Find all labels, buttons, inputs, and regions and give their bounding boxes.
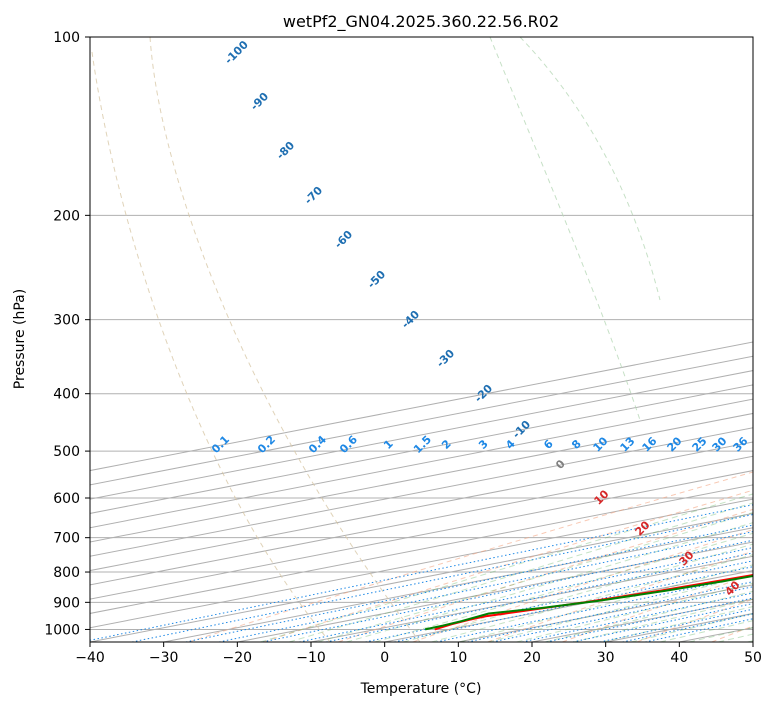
mixing-ratio-line bbox=[599, 608, 753, 642]
x-axis-label: Temperature (°C) bbox=[360, 681, 482, 697]
moist-adiabat bbox=[573, 598, 753, 642]
y-tick-label: 700 bbox=[53, 531, 80, 547]
dry-adiabat bbox=[263, 489, 753, 642]
mixing-ratio-line bbox=[492, 586, 753, 642]
isotherm-line bbox=[90, 412, 753, 543]
background-arc bbox=[519, 37, 661, 301]
y-tick-label: 400 bbox=[53, 387, 80, 403]
x-tick-label: 40 bbox=[670, 650, 688, 666]
x-tick-label: 50 bbox=[744, 650, 762, 666]
x-tick-label: −10 bbox=[296, 650, 326, 666]
y-tick-label: 900 bbox=[53, 595, 80, 611]
x-tick-label: 0 bbox=[380, 650, 389, 666]
y-tick-label: 200 bbox=[53, 208, 80, 224]
x-axis-ticks: −40 −30 −20 −10 0 10 20 30 40 50 bbox=[75, 642, 762, 666]
x-tick-label: 20 bbox=[523, 650, 541, 666]
plot-frame bbox=[89, 36, 754, 643]
background-arcs bbox=[91, 37, 661, 642]
mixing-ratio-line bbox=[131, 514, 753, 642]
x-tick-label: −40 bbox=[75, 650, 105, 666]
y-tick-label: 500 bbox=[53, 444, 80, 460]
moist-adiabat bbox=[317, 511, 753, 642]
y-axis-label: Pressure (hPa) bbox=[12, 289, 28, 389]
background-arc bbox=[91, 51, 331, 642]
y-axis-ticks: 1000 900 800 700 600 500 400 300 200 100 bbox=[44, 30, 90, 638]
isotherm-line bbox=[90, 455, 753, 586]
mixing-ratio-line bbox=[262, 539, 753, 642]
background-arc bbox=[149, 37, 421, 642]
chart-title: wetPf2_GN04.2025.360.22.56.R02 bbox=[283, 12, 559, 32]
mixing-ratio-line bbox=[90, 504, 753, 641]
isotherm-line bbox=[90, 484, 753, 614]
plot-area: -100-90-80-70-60-50-40-30-20-100.1 0.2 0.4… bbox=[90, 37, 753, 642]
dry-adiabat bbox=[412, 529, 753, 642]
isotherm-line bbox=[163, 527, 753, 642]
y-tick-label: 300 bbox=[53, 313, 80, 329]
y-tick-label: 600 bbox=[53, 491, 80, 507]
isotherm-line bbox=[90, 427, 753, 557]
mixing-ratio-line bbox=[572, 602, 753, 642]
mixing-ratio-line bbox=[365, 560, 753, 642]
dry-adiabat bbox=[188, 471, 753, 642]
isotherm-line bbox=[90, 498, 753, 629]
isotherm-line bbox=[90, 470, 753, 600]
moist-adiabat bbox=[260, 493, 753, 642]
isotherm-line bbox=[90, 512, 753, 642]
y-tick-label: 100 bbox=[53, 30, 80, 46]
x-tick-label: −20 bbox=[223, 650, 253, 666]
x-tick-label: −30 bbox=[149, 650, 179, 666]
mixing-ratio-line bbox=[546, 597, 753, 642]
isotherm-line bbox=[90, 441, 753, 572]
x-tick-label: 30 bbox=[597, 650, 615, 666]
y-tick-label: 800 bbox=[53, 565, 80, 581]
mixing-ratio-line bbox=[521, 592, 753, 642]
background-arc bbox=[489, 37, 641, 421]
moist-adiabats bbox=[260, 493, 753, 642]
x-tick-label: 10 bbox=[449, 650, 467, 666]
mixing-ratio-line bbox=[185, 524, 753, 642]
skewed-isotherms bbox=[90, 341, 753, 642]
mixing-ratio-lines bbox=[90, 504, 753, 642]
dry-adiabat bbox=[636, 598, 753, 642]
moist-adiabat bbox=[288, 502, 753, 642]
moist-adiabat bbox=[402, 543, 753, 642]
moist-adiabat bbox=[487, 573, 753, 642]
y-tick-label: 1000 bbox=[44, 622, 80, 638]
moist-adiabat bbox=[459, 564, 753, 642]
